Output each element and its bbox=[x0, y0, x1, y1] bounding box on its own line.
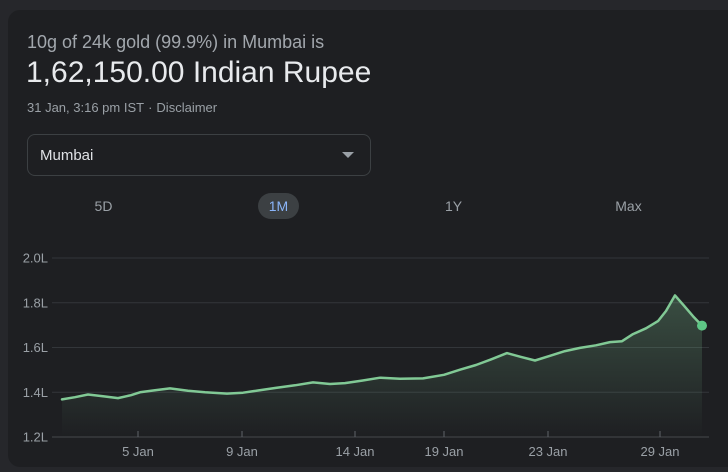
price-context-line: 10g of 24k gold (99.9%) in Mumbai is bbox=[27, 32, 325, 52]
x-axis-label: 23 Jan bbox=[528, 444, 567, 459]
chevron-down-icon bbox=[342, 152, 354, 158]
city-select-value: Mumbai bbox=[40, 146, 94, 164]
x-axis-label: 19 Jan bbox=[424, 444, 463, 459]
chart-series bbox=[60, 294, 707, 437]
y-axis-label: 2.0L bbox=[23, 251, 48, 266]
price-area-fill bbox=[62, 295, 702, 437]
x-axis-label: 5 Jan bbox=[122, 444, 154, 459]
chart-axes: 2.0L 1.8L 1.6L 1.4L 1.2L 5 Jan 9 Jan 14 Jan 19 J… bbox=[23, 251, 680, 460]
last-price-dot bbox=[697, 320, 707, 331]
x-axis-label: 9 Jan bbox=[226, 444, 258, 459]
y-axis-label: 1.8L bbox=[23, 295, 48, 310]
city-select[interactable]: Mumbai bbox=[27, 134, 371, 176]
x-axis-label: 29 Jan bbox=[640, 444, 679, 459]
range-tab-5d[interactable]: 5D bbox=[94, 198, 113, 214]
y-axis-label: 1.2L bbox=[23, 430, 48, 445]
range-tab-max[interactable]: Max bbox=[615, 198, 642, 214]
range-tab-1y[interactable]: 1Y bbox=[444, 198, 463, 214]
range-tab-1m[interactable]: 1M bbox=[191, 191, 366, 221]
y-axis-label: 1.6L bbox=[23, 340, 48, 355]
x-axis-label: 14 Jan bbox=[335, 444, 374, 459]
disclaimer-link[interactable]: Disclaimer bbox=[156, 100, 218, 115]
price-meta-line: 31 Jan, 3:16 pm IST · Disclaimer bbox=[27, 100, 217, 116]
meta-separator: · bbox=[148, 100, 153, 115]
range-tabs: 5D 1M 1Y Max bbox=[16, 191, 716, 221]
price-line bbox=[60, 294, 704, 401]
y-axis-label: 1.4L bbox=[23, 385, 48, 400]
price-timestamp: 31 Jan, 3:16 pm IST bbox=[27, 100, 145, 115]
price-value: 1,62,150.00 Indian Rupee bbox=[26, 56, 372, 89]
